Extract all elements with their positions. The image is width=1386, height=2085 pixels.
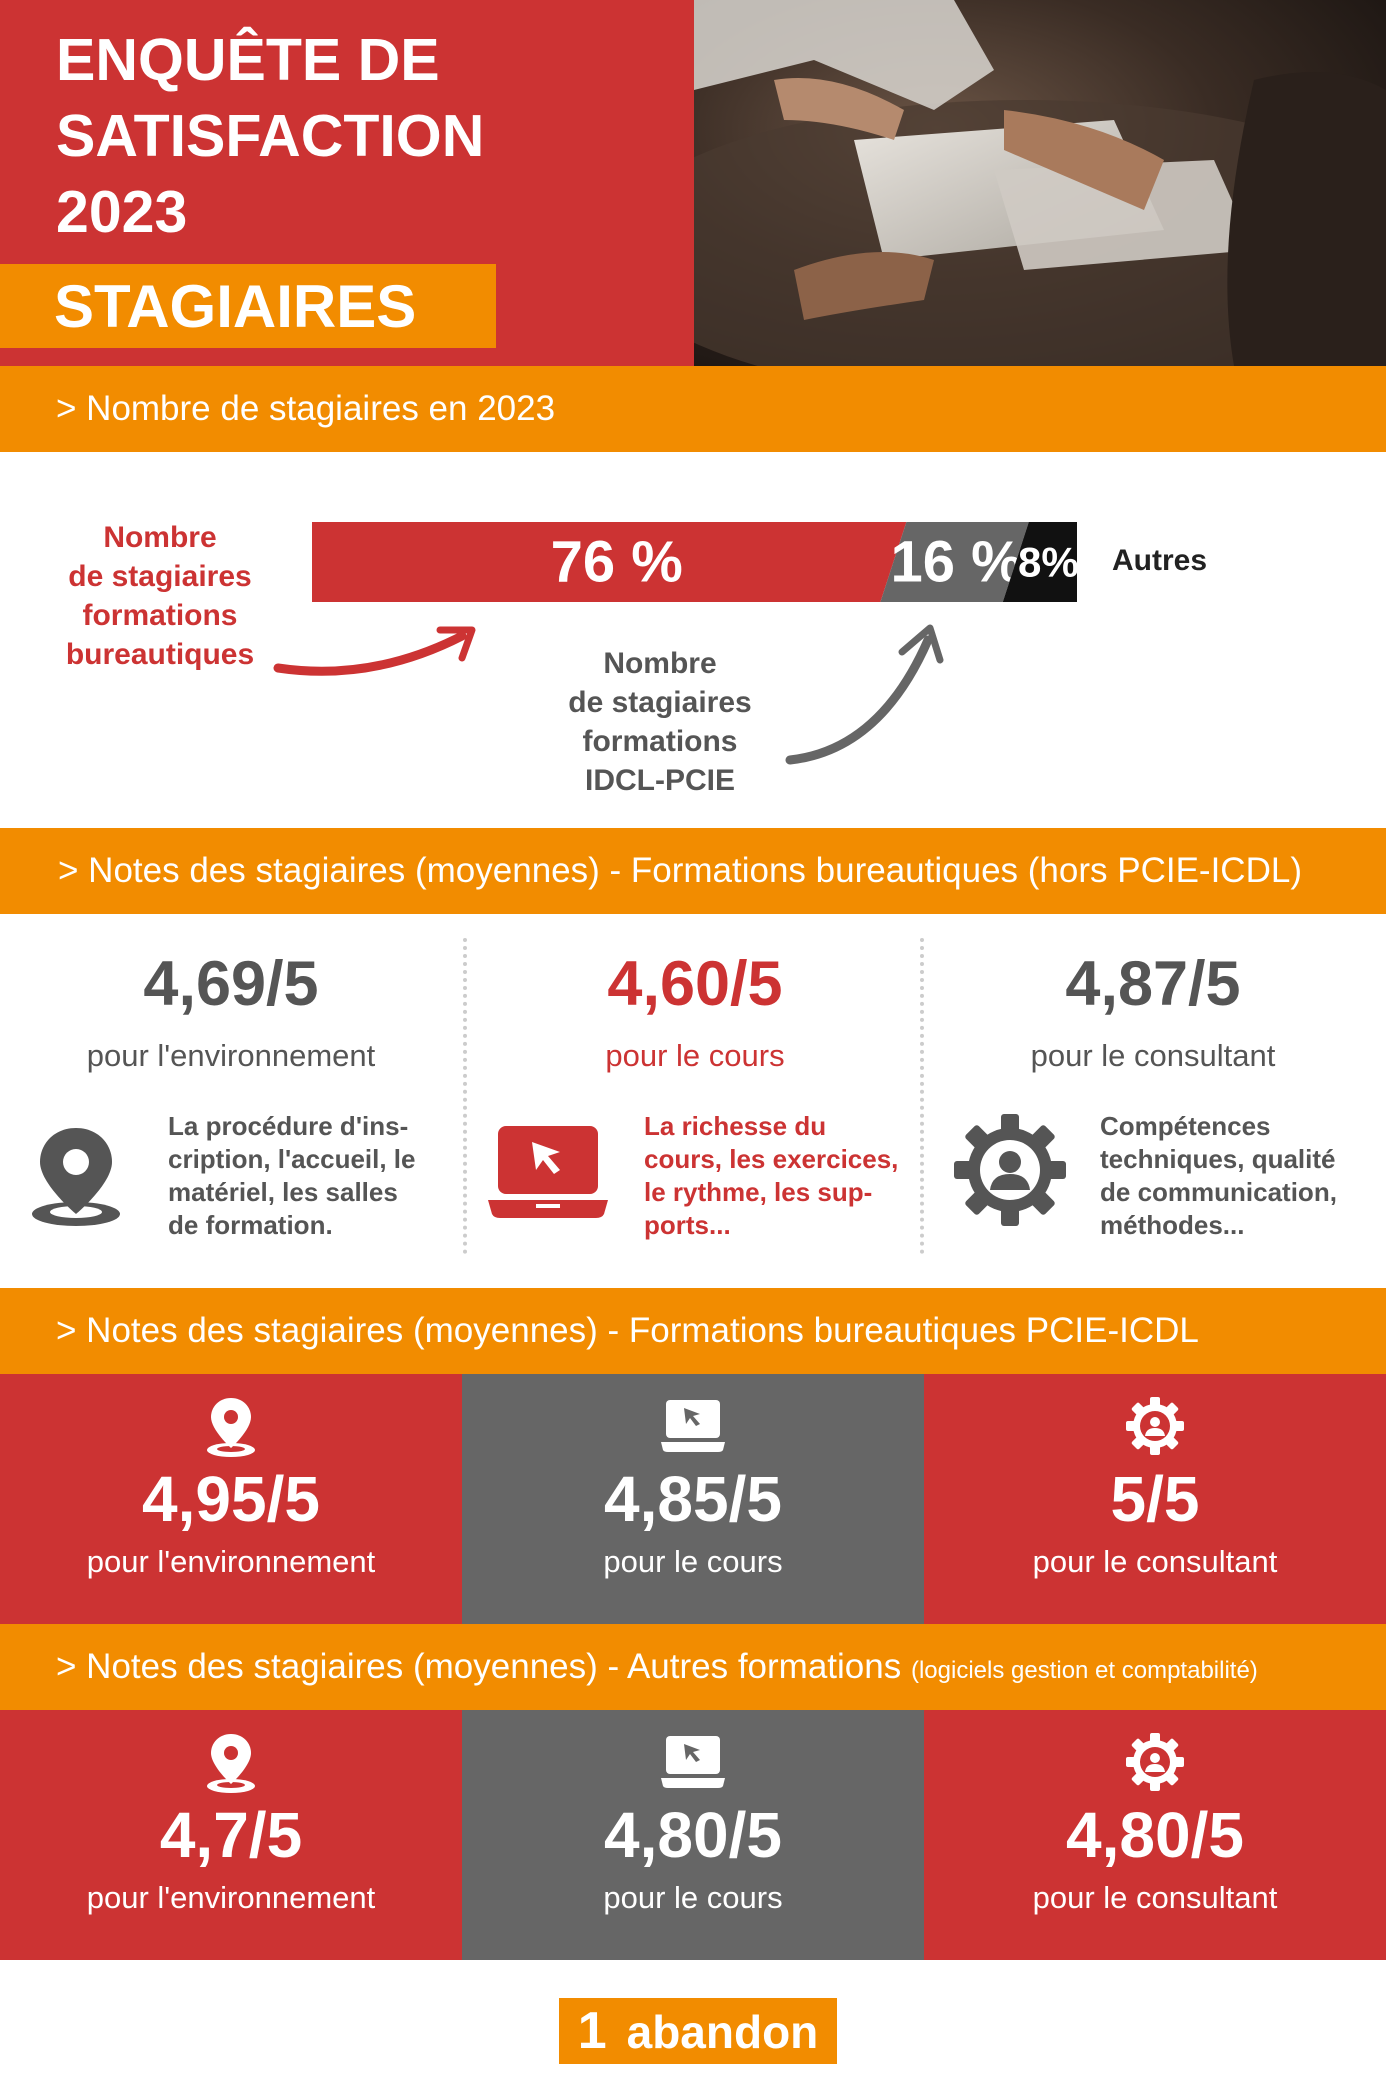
tile-label: pour l'environnement [86, 1544, 376, 1579]
bureautique-count-label: Nombre de stagiaires formations bureauti… [40, 518, 280, 674]
desc-line: La richesse du [644, 1111, 827, 1141]
heading-note: (logiciels gestion et comptabilité) [910, 1657, 1258, 1684]
note-env-description: La procédure d'ins- cription, l'accueil,… [168, 1110, 415, 1242]
tile-label: pour le cours [603, 1544, 783, 1579]
stagiaires-share-bar: 76 % 16 %8% [312, 522, 1079, 602]
note-course-label: pour le cours [605, 1038, 785, 1073]
share-bar-segment [1002, 522, 1077, 602]
tile-score: 4,80/5 [604, 1799, 782, 1871]
tile-pcie-environment: 4,95/5 pour l'environnement [0, 1374, 462, 1624]
tile-label: pour le cours [603, 1880, 783, 1915]
heading-main: > Notes des stagiaires (moyennes) - Autr… [56, 1647, 902, 1686]
section-notes-1-heading: > Notes des stagiaires (moyennes) - Form… [58, 851, 1302, 890]
section-notes-1-bar: > Notes des stagiaires (moyennes) - Form… [0, 828, 1386, 914]
column-divider [920, 938, 924, 1254]
abandon-badge: 1 abandon [559, 1998, 837, 2064]
note-consultant-score: 4,87/5 [1065, 949, 1241, 1019]
tile-pcie-consultant: 5/5 pour le consultant [924, 1374, 1386, 1624]
tile-pcie-course: 4,85/5 pour le cours [462, 1374, 924, 1624]
abandon-label: abandon [626, 2006, 819, 2058]
note-course-score: 4,60/5 [607, 949, 783, 1019]
tile-score: 5/5 [1110, 1463, 1200, 1535]
label-line: Nombre [103, 521, 217, 554]
tile-other-environment: 4,7/5 pour l'environnement [0, 1710, 462, 1960]
gear-person-icon [1126, 1733, 1184, 1791]
gear-person-icon [954, 1114, 1066, 1226]
laptop-cursor-icon [661, 1736, 725, 1788]
location-pin-icon [32, 1128, 120, 1226]
desc-line: techniques, qualité [1100, 1144, 1336, 1174]
label-line: bureautiques [65, 638, 255, 671]
tile-label: pour l'environnement [86, 1880, 376, 1915]
others-label: Autres [1112, 544, 1208, 577]
red-arrow-icon [273, 626, 476, 676]
title-line-1: ENQUÊTE DE [56, 27, 440, 93]
tile-other-consultant: 4,80/5 pour le consultant [924, 1710, 1386, 1960]
desc-line: méthodes... [1100, 1210, 1245, 1240]
section-notes-3-bar: > Notes des stagiaires (moyennes) - Autr… [0, 1624, 1386, 1710]
laptop-cursor-icon [661, 1400, 725, 1452]
tile-label: pour le consultant [1032, 1544, 1278, 1579]
tile-score: 4,80/5 [1066, 1799, 1244, 1871]
title-line-3: 2023 [56, 179, 188, 245]
label-line: IDCL-PCIE [585, 764, 735, 797]
tile-score: 4,85/5 [604, 1463, 782, 1535]
pcie-count-label: Nombre de stagiaires formations IDCL-PCI… [540, 644, 780, 800]
desc-line: de formation. [168, 1210, 333, 1240]
label-line: formations [582, 725, 738, 758]
gear-person-icon [1126, 1397, 1184, 1455]
desc-line: ports... [644, 1210, 731, 1240]
share-bar-label: 8% [1018, 539, 1079, 586]
desc-line: cription, l'accueil, le [168, 1144, 416, 1174]
share-bar-label: 76 % [551, 530, 683, 595]
tile-other-course: 4,80/5 pour le cours [462, 1710, 924, 1960]
label-line: de stagiaires [68, 560, 252, 593]
tile-label: pour le consultant [1032, 1880, 1278, 1915]
share-bar-segment [312, 522, 907, 602]
tile-score: 4,95/5 [142, 1463, 320, 1535]
desc-line: cours, les exercices, [644, 1144, 899, 1174]
note-consultant-label: pour le consultant [1030, 1038, 1276, 1073]
label-line: de stagiaires [568, 686, 752, 719]
column-divider [463, 938, 467, 1254]
desc-line: matériel, les salles [168, 1177, 398, 1207]
tile-score: 4,7/5 [159, 1799, 303, 1871]
section-notes-2-bar: > Notes des stagiaires (moyennes) - Form… [0, 1288, 1386, 1374]
section-notes-2-heading: > Notes des stagiaires (moyennes) - Form… [56, 1311, 1199, 1350]
label-line: formations [82, 599, 238, 632]
section-count-heading: > Nombre de stagiaires en 2023 [56, 389, 556, 428]
page-subtitle: STAGIAIRES [54, 273, 417, 340]
grey-arrow-icon [785, 624, 944, 765]
desc-line: La procédure d'ins- [168, 1111, 409, 1141]
section-count-bar: > Nombre de stagiaires en 2023 [0, 366, 1386, 452]
abandon-number: 1 [577, 2002, 607, 2060]
note-consultant-description: Compétences techniques, qualité de commu… [1100, 1110, 1337, 1242]
desc-line: le rythme, les sup- [644, 1177, 873, 1207]
note-course-description: La richesse du cours, les exercices, le … [644, 1110, 898, 1242]
location-pin-icon [207, 1398, 255, 1457]
section-notes-3-heading: > Notes des stagiaires (moyennes) - Autr… [0, 1624, 1386, 1714]
page-title: ENQUÊTE DE SATISFACTION 2023 [56, 22, 676, 250]
desc-line: de communication, [1100, 1177, 1337, 1207]
note-env-label: pour l'environnement [86, 1038, 376, 1073]
desc-line: Compétences [1100, 1111, 1271, 1141]
note-env-score: 4,69/5 [143, 949, 319, 1019]
title-line-2: SATISFACTION [56, 103, 485, 169]
label-line: Nombre [603, 647, 717, 680]
share-bar-label: 16 % [890, 530, 1022, 595]
share-bar-segment [880, 522, 1029, 602]
location-pin-icon [207, 1734, 255, 1793]
meeting-photo [694, 0, 1386, 366]
laptop-cursor-icon [488, 1126, 608, 1218]
subtitle-band [0, 264, 496, 348]
